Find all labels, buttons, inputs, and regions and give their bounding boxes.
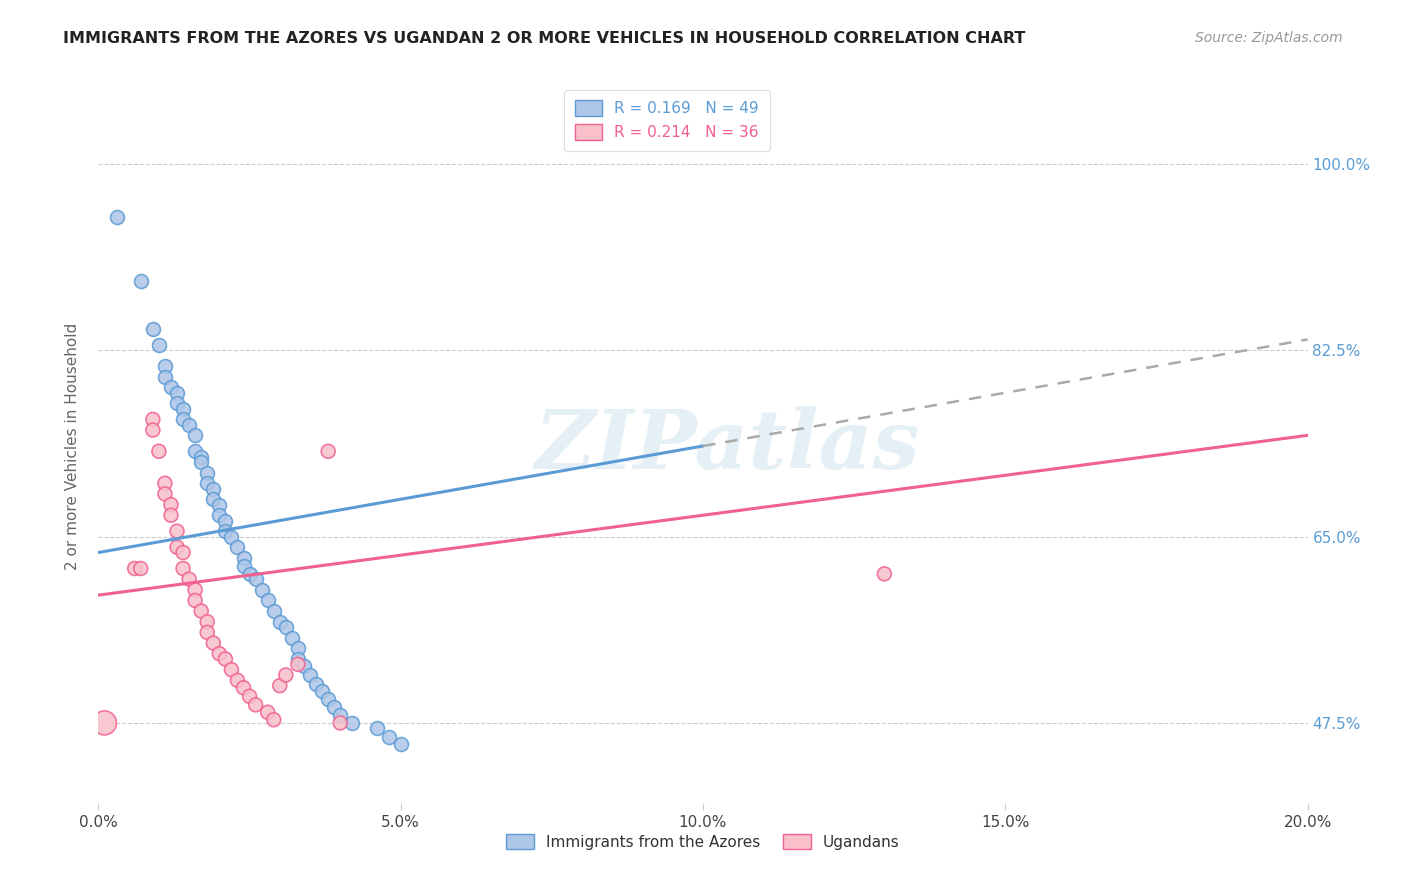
Point <box>269 615 291 629</box>
Point <box>153 369 176 384</box>
Point <box>179 572 201 586</box>
Point <box>160 380 183 394</box>
Point <box>245 698 267 712</box>
Point <box>153 476 176 491</box>
Point <box>190 450 212 464</box>
Point <box>366 721 388 735</box>
Text: ZIPatlas: ZIPatlas <box>534 406 920 486</box>
Point <box>166 540 188 554</box>
Point <box>153 487 176 501</box>
Point <box>190 604 212 618</box>
Point <box>232 559 254 574</box>
Point <box>263 713 285 727</box>
Point <box>873 566 896 581</box>
Point <box>142 322 165 336</box>
Point <box>274 620 297 634</box>
Point <box>195 476 218 491</box>
Point <box>292 659 315 673</box>
Point <box>377 730 399 744</box>
Point <box>239 690 262 704</box>
Point <box>263 604 285 618</box>
Point <box>389 737 412 751</box>
Point <box>148 444 170 458</box>
Point <box>148 338 170 352</box>
Text: Source: ZipAtlas.com: Source: ZipAtlas.com <box>1195 31 1343 45</box>
Point <box>129 274 152 288</box>
Point <box>250 582 273 597</box>
Point <box>316 444 339 458</box>
Point <box>299 668 322 682</box>
Point <box>195 615 218 629</box>
Point <box>172 561 194 575</box>
Point <box>208 647 231 661</box>
Point <box>184 444 207 458</box>
Point <box>232 681 254 695</box>
Point <box>129 561 152 575</box>
Point <box>184 428 207 442</box>
Point <box>208 508 231 523</box>
Point <box>239 566 262 581</box>
Point <box>166 524 188 539</box>
Point <box>93 715 115 730</box>
Point <box>287 652 309 666</box>
Point <box>316 692 339 706</box>
Point <box>226 540 249 554</box>
Point <box>287 657 309 672</box>
Point <box>166 385 188 400</box>
Point <box>202 636 225 650</box>
Point <box>329 708 352 723</box>
Point <box>256 593 278 607</box>
Point <box>311 684 333 698</box>
Point <box>323 700 346 714</box>
Point <box>342 715 364 730</box>
Point <box>214 514 236 528</box>
Point <box>105 210 128 224</box>
Point <box>172 545 194 559</box>
Point <box>153 359 176 373</box>
Point <box>172 412 194 426</box>
Point <box>221 529 243 543</box>
Point <box>281 631 304 645</box>
Point <box>160 508 183 523</box>
Point <box>274 668 297 682</box>
Point <box>202 492 225 507</box>
Point <box>179 417 201 432</box>
Point <box>166 396 188 410</box>
Point <box>329 715 352 730</box>
Point <box>142 423 165 437</box>
Point <box>245 572 267 586</box>
Point <box>305 676 328 690</box>
Point <box>190 455 212 469</box>
Y-axis label: 2 or more Vehicles in Household: 2 or more Vehicles in Household <box>65 322 80 570</box>
Point <box>195 625 218 640</box>
Point <box>214 524 236 539</box>
Point <box>172 401 194 416</box>
Point <box>226 673 249 688</box>
Point <box>287 641 309 656</box>
Point <box>184 593 207 607</box>
Point <box>256 706 278 720</box>
Point <box>269 679 291 693</box>
Point <box>124 561 146 575</box>
Point <box>232 550 254 565</box>
Point <box>214 652 236 666</box>
Point <box>221 663 243 677</box>
Point <box>184 582 207 597</box>
Point <box>202 482 225 496</box>
Point <box>208 498 231 512</box>
Point <box>160 498 183 512</box>
Text: IMMIGRANTS FROM THE AZORES VS UGANDAN 2 OR MORE VEHICLES IN HOUSEHOLD CORRELATIO: IMMIGRANTS FROM THE AZORES VS UGANDAN 2 … <box>63 31 1025 46</box>
Point <box>195 466 218 480</box>
Legend: Immigrants from the Azores, Ugandans: Immigrants from the Azores, Ugandans <box>501 828 905 855</box>
Point <box>142 412 165 426</box>
